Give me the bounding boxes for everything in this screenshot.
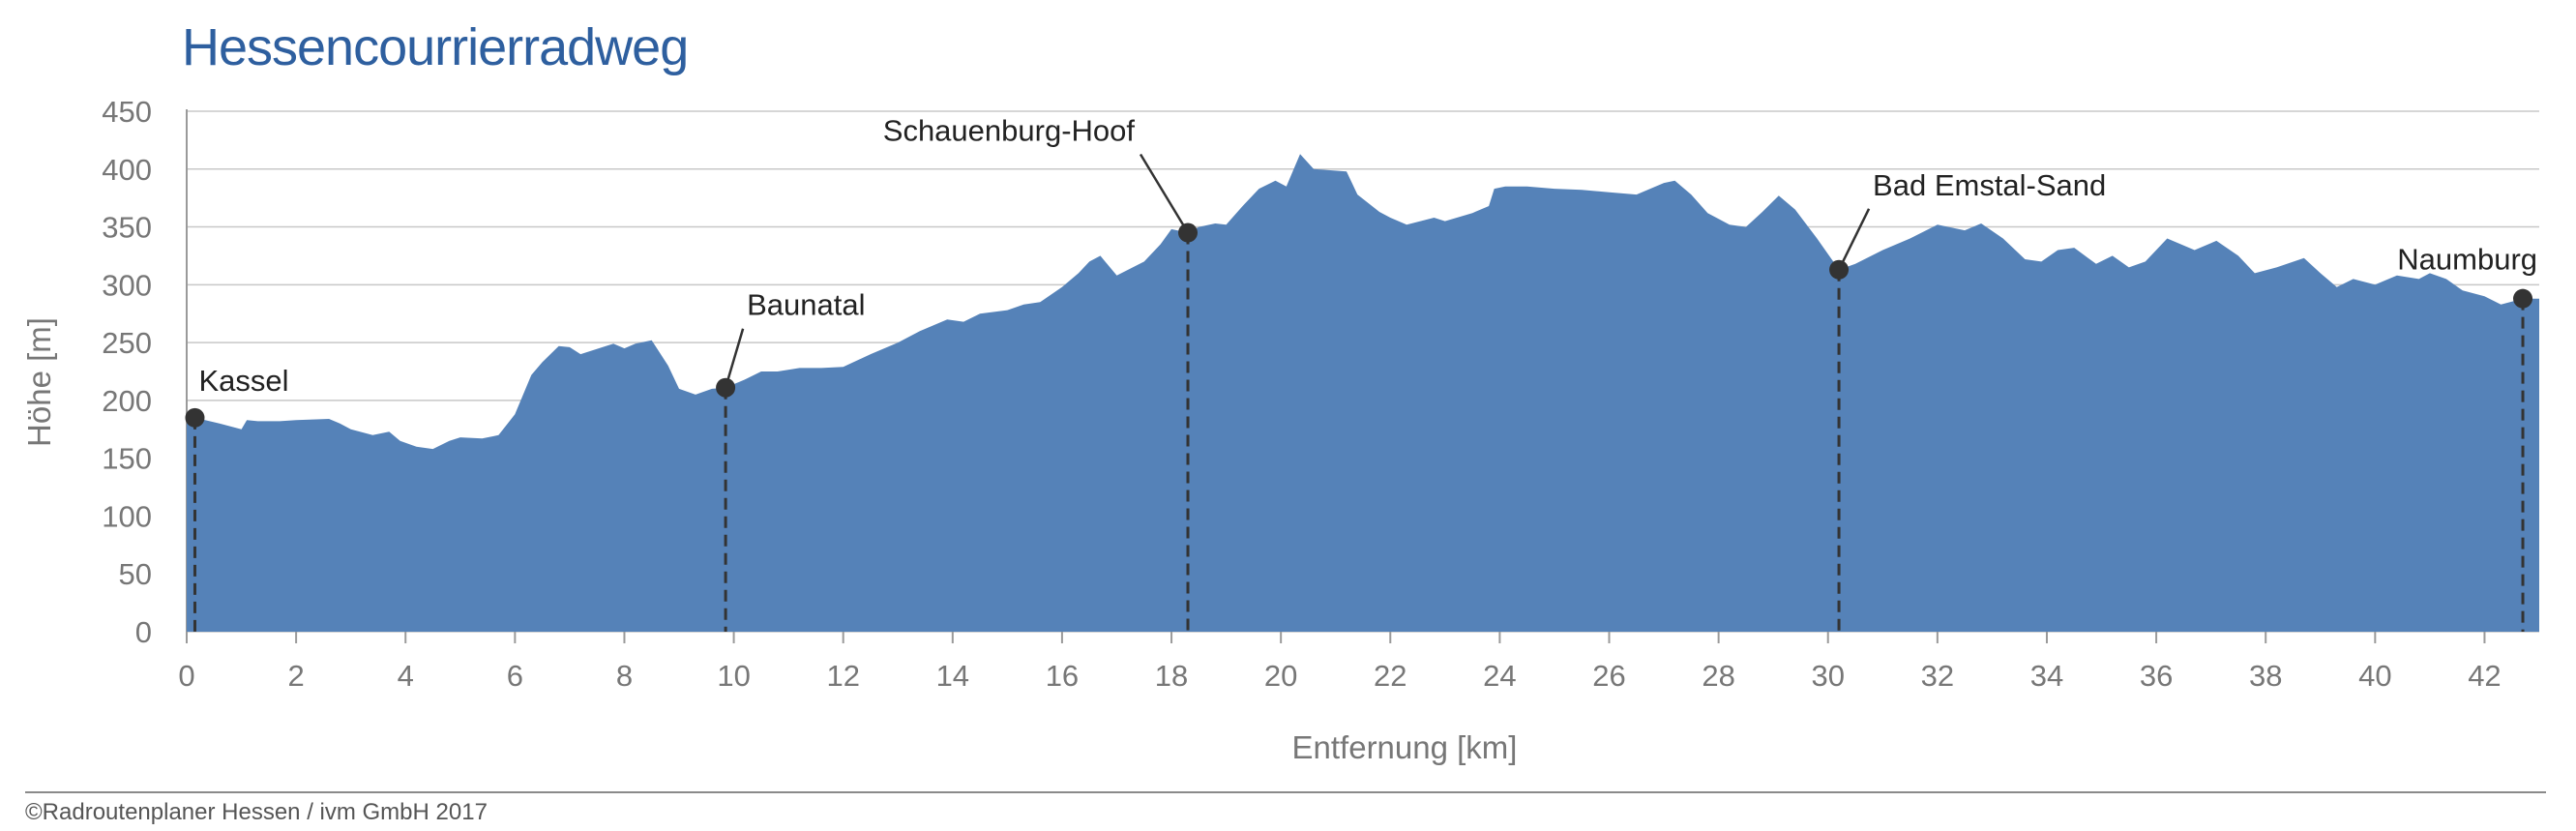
x-tick-label: 18 [1155, 659, 1188, 693]
x-tick-label: 26 [1592, 659, 1625, 693]
x-tick-label: 14 [936, 659, 969, 693]
x-tick-label: 0 [178, 659, 194, 693]
marker-dot [185, 407, 205, 428]
x-axis-label: Entfernung [km] [1292, 729, 1518, 765]
x-tick-label: 28 [1702, 659, 1734, 693]
elevation-area-layer [187, 154, 2539, 632]
marker-leader-line [724, 328, 745, 389]
x-tick-label: 10 [717, 659, 750, 693]
x-tick-label: 2 [287, 659, 304, 693]
x-tick-label: 4 [398, 659, 414, 693]
x-tick-label: 38 [2249, 659, 2282, 693]
y-tick-label: 350 [102, 211, 152, 245]
x-tick-label: 24 [1483, 659, 1516, 693]
marker-leader-line [1139, 153, 1190, 234]
x-tick-label: 36 [2140, 659, 2173, 693]
marker-dot [1829, 259, 1850, 280]
marker-dot [716, 377, 736, 398]
x-tick-label: 12 [826, 659, 859, 693]
x-tick-label: 16 [1046, 659, 1079, 693]
x-tick-label: 42 [2468, 659, 2501, 693]
footer-divider [25, 791, 2546, 793]
x-tick-label: 6 [507, 659, 523, 693]
x-tick-label: 40 [2358, 659, 2391, 693]
chart-title: Hessencourrierradweg [182, 18, 689, 76]
marker-label: Kassel [198, 364, 288, 398]
marker-kassel: Kassel [185, 364, 289, 632]
y-tick-label: 400 [102, 153, 152, 187]
marker-baunatal: Baunatal [716, 288, 865, 632]
x-tick-label: 8 [616, 659, 633, 693]
y-tick-label: 0 [135, 615, 152, 649]
x-tick-label: 22 [1374, 659, 1406, 693]
y-axis-ticks: 0 50 100 150 200 250 300 350 400 450 [102, 95, 152, 649]
marker-schauenburg-hoof: Schauenburg-Hoof [883, 114, 1199, 632]
marker-label: Bad Emstal-Sand [1873, 168, 2106, 202]
y-tick-label: 150 [102, 442, 152, 476]
marker-label: Baunatal [747, 288, 865, 322]
x-tick-label: 20 [1264, 659, 1297, 693]
elevation-area [187, 154, 2539, 632]
marker-dot [2513, 288, 2533, 309]
y-axis-label: Höhe [m] [21, 317, 57, 447]
marker-leader-line [1837, 208, 1871, 271]
y-tick-label: 300 [102, 268, 152, 302]
copyright-notice: ©Radroutenplaner Hessen / ivm GmbH 2017 [25, 799, 488, 825]
marker-dot [1178, 223, 1199, 243]
x-tick-label: 32 [1921, 659, 1954, 693]
x-tick-label: 30 [1812, 659, 1845, 693]
marker-bad-emstal-sand: Bad Emstal-Sand [1829, 168, 2106, 632]
y-tick-label: 450 [102, 95, 152, 129]
y-tick-label: 200 [102, 384, 152, 418]
y-tick-label: 250 [102, 326, 152, 360]
marker-naumburg: Naumburg [2397, 243, 2537, 632]
y-tick-label: 100 [102, 499, 152, 533]
marker-label: Schauenburg-Hoof [883, 114, 1136, 148]
marker-label: Naumburg [2397, 243, 2537, 277]
location-markers: Kassel Baunatal Schauenburg-Hoof Bad Emstal… [185, 114, 2537, 632]
x-axis-ticks: 0 2 4 6 8 10 12 14 16 18 20 22 24 26 28 30 32 34 36 38 40 42 [178, 632, 2502, 693]
x-tick-label: 34 [2030, 659, 2063, 693]
y-tick-label: 50 [119, 557, 152, 591]
